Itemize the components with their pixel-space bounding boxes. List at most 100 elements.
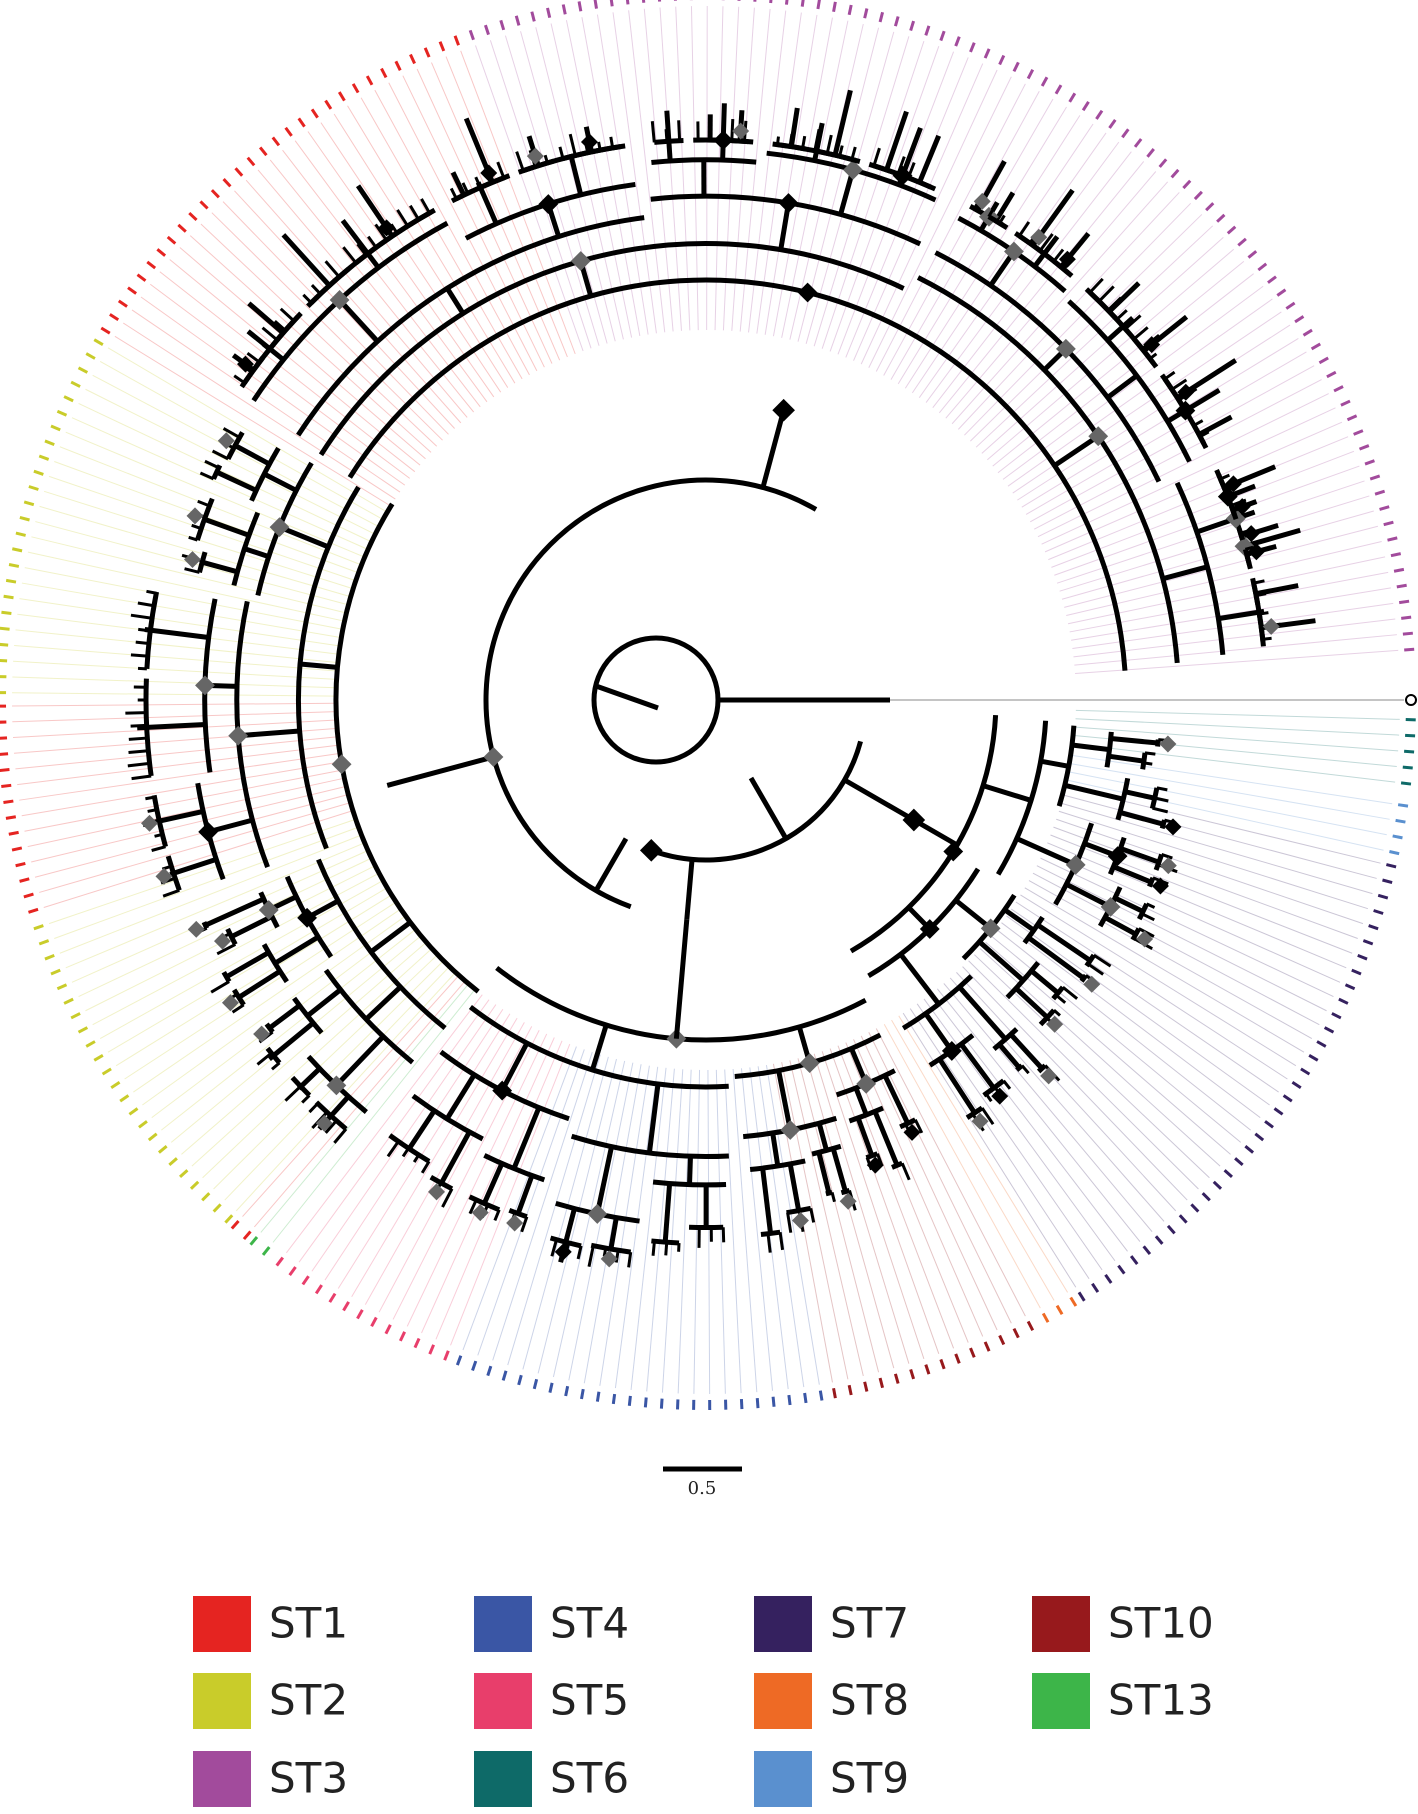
branch (959, 1042, 996, 1090)
leader-line (78, 402, 372, 543)
leader-line (489, 40, 592, 349)
tip-marker (1390, 552, 1402, 558)
branch (1219, 473, 1231, 481)
leader-line (1074, 634, 1397, 666)
tip-marker (0, 768, 10, 772)
leader-line (938, 161, 1145, 414)
tip-marker (212, 1203, 222, 1213)
branch (853, 1087, 869, 1116)
branch (1217, 608, 1265, 622)
branch (439, 1130, 472, 1185)
outgroup-tip (1405, 694, 1417, 706)
branch-arc (1018, 233, 1048, 258)
node-support (297, 907, 317, 928)
tip-marker (468, 29, 475, 41)
tip-marker (1386, 863, 1397, 869)
tip-marker (1244, 1145, 1255, 1154)
tip-marker (939, 1358, 946, 1370)
branch (342, 246, 358, 264)
branch (337, 298, 380, 344)
node-support (1046, 1015, 1064, 1033)
tip-marker (1383, 520, 1394, 527)
branch (1038, 233, 1054, 252)
branch (998, 214, 1006, 224)
branch (1105, 315, 1135, 343)
tip-marker (110, 1081, 121, 1089)
branch (1040, 758, 1070, 769)
branch (334, 1034, 386, 1088)
tip-marker (803, 1392, 808, 1404)
leader-line (133, 908, 401, 1093)
legend-swatch (193, 1751, 251, 1807)
branch (153, 808, 204, 825)
leader-line (1056, 480, 1365, 584)
branch (1103, 915, 1138, 937)
tip-marker (328, 1292, 337, 1303)
node-support (1100, 896, 1121, 917)
branch (1036, 922, 1092, 963)
tip-marker (1318, 356, 1329, 365)
tip-marker (1178, 1214, 1188, 1224)
branch (830, 1147, 848, 1193)
branch (597, 141, 602, 151)
tip-marker (284, 126, 293, 137)
leader-line (732, 1068, 758, 1393)
branch (145, 795, 155, 801)
tip-marker (1077, 1291, 1086, 1302)
tip-marker (275, 1256, 284, 1267)
branch (284, 1085, 302, 1102)
tip-marker (755, 1398, 760, 1409)
branch (587, 1245, 595, 1268)
branch (816, 1151, 832, 1194)
branch (1119, 810, 1164, 827)
branch (1243, 527, 1301, 549)
tip-marker (15, 861, 26, 868)
tip-marker (44, 439, 55, 446)
leader-line (142, 915, 406, 1106)
leader-line (169, 259, 421, 466)
node-support (856, 1073, 877, 1094)
legend: ST1 ST2 ST3 ST4 ST5 ST6 ST7 ST8 ST9 ST10 ST13 (193, 1596, 1214, 1807)
tip-marker (1323, 1026, 1335, 1034)
tip-marker (517, 1374, 523, 1386)
leader-line (957, 192, 1180, 430)
branch (568, 133, 577, 156)
branch-arc (388, 1133, 431, 1164)
tip-marker (44, 954, 55, 961)
branch-arc (1067, 299, 1192, 463)
branch (1027, 935, 1086, 981)
tip-marker (1285, 301, 1296, 310)
leader-line (630, 1067, 667, 1390)
tip-marker (38, 939, 50, 946)
leader-line (981, 237, 1224, 454)
branch (444, 1073, 477, 1121)
node-support (902, 808, 926, 832)
node-support (980, 918, 1001, 939)
branch (1141, 912, 1155, 922)
tip-marker (384, 1324, 392, 1335)
branch-arc (1056, 725, 1077, 807)
branch-arc (249, 446, 281, 502)
leader-line (535, 27, 616, 342)
tip-marker (1226, 225, 1237, 235)
tip-marker (1396, 583, 1407, 589)
tip-marker (658, 0, 662, 2)
node-support (331, 754, 352, 775)
branch (445, 286, 466, 315)
leader-line (1061, 510, 1374, 600)
node-support (221, 994, 239, 1012)
leader-line (19, 752, 340, 801)
node-support (141, 814, 158, 832)
node-support (943, 841, 964, 862)
leader-line (757, 1066, 805, 1388)
branch (593, 837, 629, 892)
leader-line (92, 374, 380, 528)
branch-arc (261, 943, 289, 984)
tip-marker (394, 60, 402, 71)
branch (374, 223, 388, 241)
branch-arc (1149, 787, 1160, 810)
leader-line (462, 1046, 577, 1351)
tip-marker (499, 19, 506, 31)
leader-line (612, 12, 657, 334)
branch-arc (901, 974, 974, 1031)
